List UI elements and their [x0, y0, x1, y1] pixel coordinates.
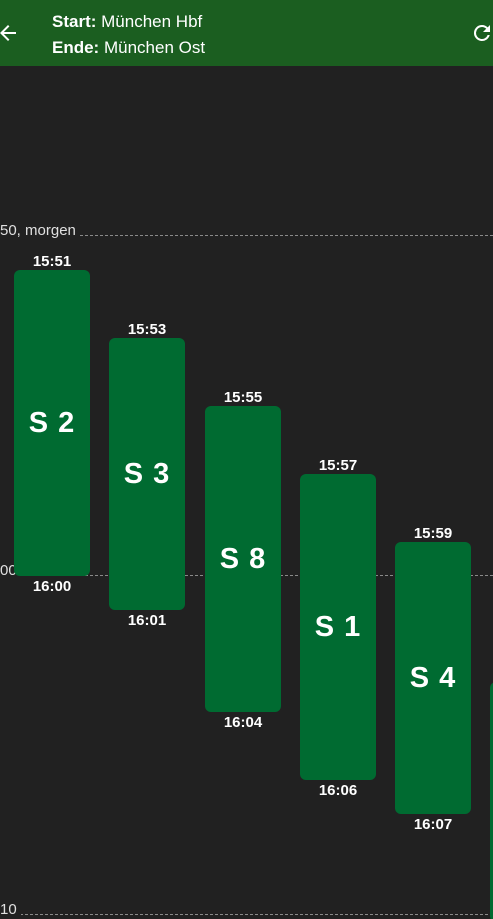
line-label: S 1 — [314, 610, 362, 643]
route-start: Start: München Hbf — [52, 9, 205, 35]
arrow-left-icon — [0, 25, 16, 41]
trip-bar[interactable]: S 4 — [395, 542, 471, 814]
departure-time: 15:59 — [413, 525, 453, 542]
end-label: Ende: — [52, 38, 100, 57]
refresh-icon — [473, 24, 490, 41]
trip-card: 15:55 S 8 16:04 — [205, 387, 281, 737]
route-end: Ende: München Ost — [52, 35, 205, 61]
departure-time: 15:51 — [32, 253, 72, 270]
route-info: Start: München Hbf Ende: München Ost — [52, 9, 205, 61]
time-label: 10 — [0, 901, 21, 918]
app-bar: Start: München Hbf Ende: München Ost — [0, 0, 493, 66]
trip-bar[interactable]: S 3 — [109, 338, 185, 610]
trip-bar[interactable]: S 1 — [300, 474, 376, 780]
arrival-time: 16:00 — [32, 578, 72, 595]
refresh-button[interactable] — [466, 17, 493, 49]
arrival-time: 16:07 — [413, 816, 453, 833]
departure-time: 15:53 — [127, 321, 167, 338]
time-gridline — [0, 914, 493, 915]
end-station: München Ost — [103, 38, 206, 57]
arrival-time: 16:04 — [223, 714, 263, 731]
line-label: S 8 — [219, 542, 267, 575]
line-label: S 4 — [409, 661, 457, 694]
departure-time: 15:55 — [223, 389, 263, 406]
time-label: 50, morgen — [0, 222, 80, 239]
trip-card: 15:53 S 3 16:01 — [109, 319, 185, 639]
start-station: München Hbf — [101, 12, 203, 31]
trip-card: 15:51 S 2 16:00 — [14, 251, 90, 601]
time-gridline — [0, 235, 493, 236]
trip-card: 15:57 S 1 16:06 — [300, 455, 376, 805]
start-label: Start: — [52, 12, 97, 31]
line-label: S 3 — [123, 457, 171, 490]
line-label: S 2 — [28, 406, 76, 439]
departure-time: 15:57 — [318, 457, 358, 474]
trip-card: 15:59 S 4 16:07 — [395, 523, 471, 843]
trip-bar-partial[interactable] — [490, 682, 493, 919]
trip-bar[interactable]: S 2 — [14, 270, 90, 576]
trip-bar[interactable]: S 8 — [205, 406, 281, 712]
back-button[interactable] — [0, 17, 24, 49]
arrival-time: 16:06 — [318, 782, 358, 799]
arrival-time: 16:01 — [127, 612, 167, 629]
